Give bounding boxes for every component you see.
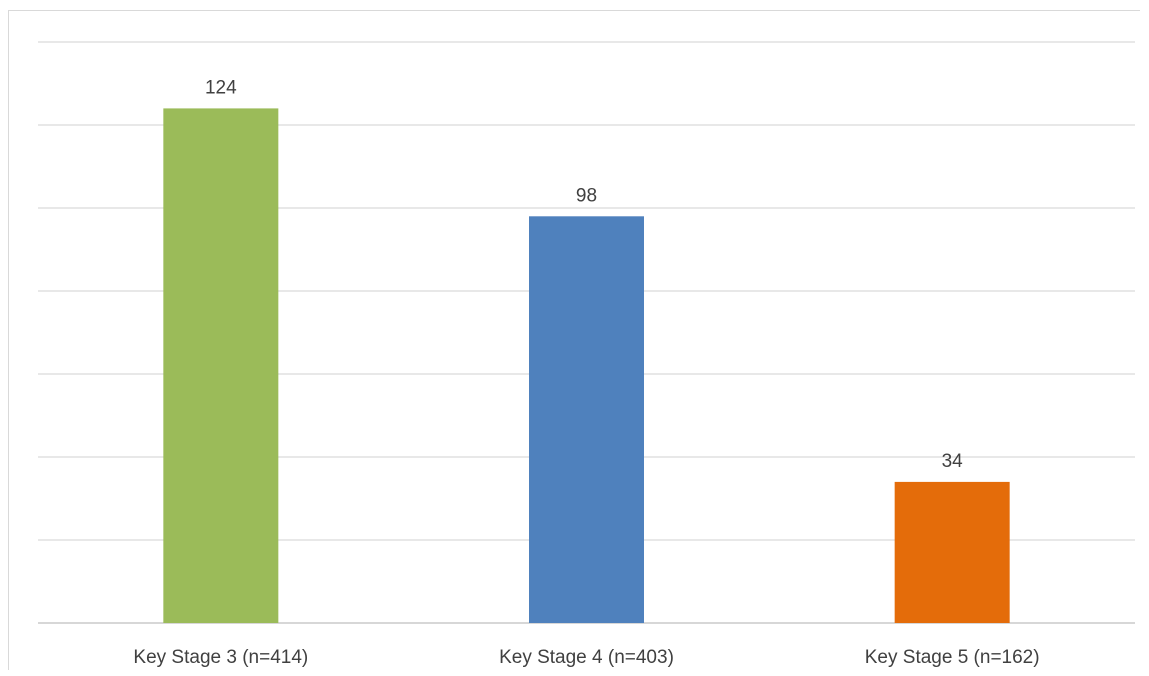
x-tick-labels: Key Stage 3 (n=414) Key Stage 4 (n=403) Ke… bbox=[133, 647, 1039, 668]
bar bbox=[529, 216, 644, 624]
data-label: 98 bbox=[576, 185, 597, 206]
bar bbox=[894, 481, 1010, 623]
bar bbox=[163, 108, 279, 623]
x-tick-label: Key Stage 4 (n=403) bbox=[499, 647, 674, 668]
data-label: 34 bbox=[942, 451, 964, 472]
data-label: 124 bbox=[205, 77, 237, 98]
data-labels: 124 98 34 bbox=[205, 77, 964, 472]
x-tick-label: Key Stage 3 (n=414) bbox=[133, 647, 308, 668]
chart-frame bbox=[8, 10, 1140, 670]
bars bbox=[163, 108, 1010, 624]
x-tick-label: Key Stage 5 (n=162) bbox=[865, 647, 1040, 668]
